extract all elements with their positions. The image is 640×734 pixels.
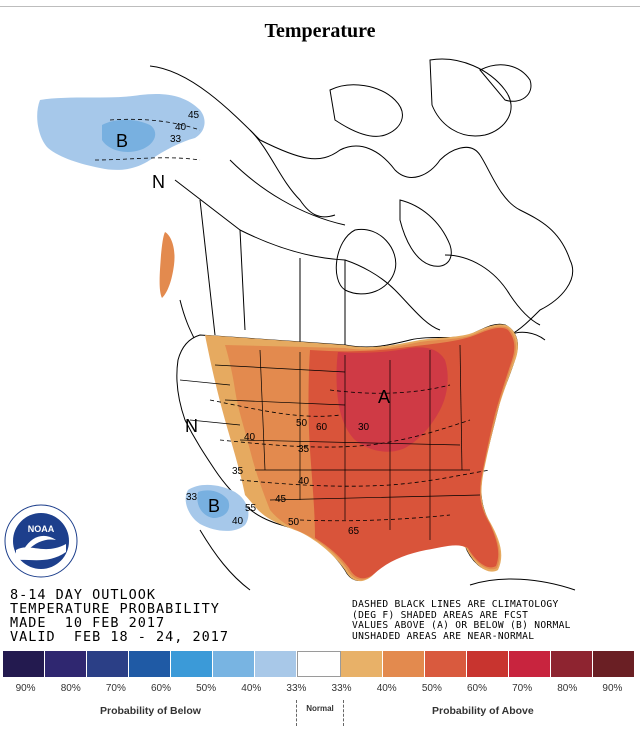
legend-swatch <box>255 651 298 677</box>
notes-line: UNSHADED AREAS ARE NEAR-NORMAL <box>352 630 535 642</box>
noaa-logo: NOAA <box>4 504 78 578</box>
legend-swatch <box>382 651 425 677</box>
map-title: Temperature <box>264 20 376 42</box>
legend-swatch <box>45 651 88 677</box>
legend-label: 90% <box>15 683 36 694</box>
legend-label: 60% <box>150 683 171 694</box>
legend-swatch <box>213 651 256 677</box>
legend-label: 90% <box>602 683 623 694</box>
below-40-southwest <box>197 490 230 518</box>
legend-swatch <box>171 651 214 677</box>
notes-line: (DEG F) SHADED AREAS ARE FCST <box>352 609 529 621</box>
above-pnw-region <box>159 232 175 298</box>
category-label: B <box>208 496 220 516</box>
above-70-region <box>336 347 448 452</box>
contour-label: 40 <box>298 476 310 487</box>
contour-label: 60 <box>316 422 328 433</box>
map-labels: B N A N B 45 40 33 50 60 30 40 35 45 40 … <box>116 110 390 537</box>
legend-label: 80% <box>557 683 578 694</box>
contour-label: 45 <box>188 110 200 121</box>
probability-below-caption: Probability of Below <box>100 705 201 717</box>
legend-label: 60% <box>466 683 487 694</box>
contour-label: 35 <box>232 466 244 477</box>
outlook-text-block: 8-14 DAY OUTLOOK TEMPERATURE PROBABILITY… <box>10 588 229 644</box>
notes-line: VALUES ABOVE (A) OR BELOW (B) NORMAL <box>352 620 571 631</box>
legend-color-bar <box>3 651 635 677</box>
contour-label: 40 <box>175 122 187 133</box>
legend-labels: 90% 80% 70% 60% 50% 40% 33% 33% 40% 50% … <box>3 683 635 694</box>
state-lines <box>179 344 481 540</box>
legend-label: 33% <box>286 683 307 694</box>
contour-label: 33 <box>186 492 198 503</box>
outlook-line: TEMPERATURE PROBABILITY <box>10 601 220 617</box>
normal-caption: Normal <box>306 704 334 713</box>
probability-above-caption: Probability of Above <box>432 705 534 717</box>
contour-label: 40 <box>232 516 244 527</box>
legend-swatch <box>550 651 593 677</box>
category-label: N <box>152 172 165 192</box>
legend-label: 70% <box>105 683 126 694</box>
contour-label: 55 <box>245 503 257 514</box>
temperature-outlook-map: B N A N B 45 40 33 50 60 30 40 35 45 40 … <box>37 58 576 591</box>
legend-swatch <box>297 651 341 677</box>
legend-label: 40% <box>376 683 397 694</box>
legend-label: 80% <box>60 683 81 694</box>
legend-swatch <box>508 651 551 677</box>
category-label: B <box>116 131 128 151</box>
outlook-line: 8-14 DAY OUTLOOK <box>10 587 157 603</box>
category-label: N <box>185 416 198 436</box>
contour-label: 40 <box>244 432 256 443</box>
legend-swatch <box>424 651 467 677</box>
contour-label: 45 <box>275 494 287 505</box>
legend-swatch <box>466 651 509 677</box>
outlook-line: VALID FEB 18 - 24, 2017 <box>10 629 230 645</box>
legend-label: 70% <box>512 683 533 694</box>
legend-swatch <box>340 651 383 677</box>
legend-swatch <box>87 651 130 677</box>
contour-label: 35 <box>298 444 310 455</box>
land-outlines <box>149 58 574 345</box>
climatology-lines <box>94 118 491 522</box>
top-rule <box>0 6 640 7</box>
contour-label: 65 <box>348 526 360 537</box>
legend-label: 33% <box>331 683 352 694</box>
legend-swatch <box>592 651 635 677</box>
legend-label: 40% <box>241 683 262 694</box>
legend-label: 50% <box>196 683 217 694</box>
contour-label: 33 <box>170 134 182 145</box>
legend-swatch <box>3 651 46 677</box>
legend-label: 50% <box>421 683 442 694</box>
notes-text-block: DASHED BLACK LINES ARE CLIMATOLOGY (DEG … <box>352 599 571 642</box>
legend-swatch <box>129 651 172 677</box>
contour-label: 30 <box>358 422 370 433</box>
contour-label: 50 <box>296 418 308 429</box>
below-40-alaska <box>102 119 156 152</box>
normal-caption-box: Normal <box>296 700 344 726</box>
noaa-logo-text: NOAA <box>28 524 55 534</box>
notes-line: DASHED BLACK LINES ARE CLIMATOLOGY <box>352 599 559 610</box>
category-label: A <box>378 387 390 407</box>
outlook-line: MADE 10 FEB 2017 <box>10 615 166 631</box>
contour-label: 50 <box>288 517 300 528</box>
